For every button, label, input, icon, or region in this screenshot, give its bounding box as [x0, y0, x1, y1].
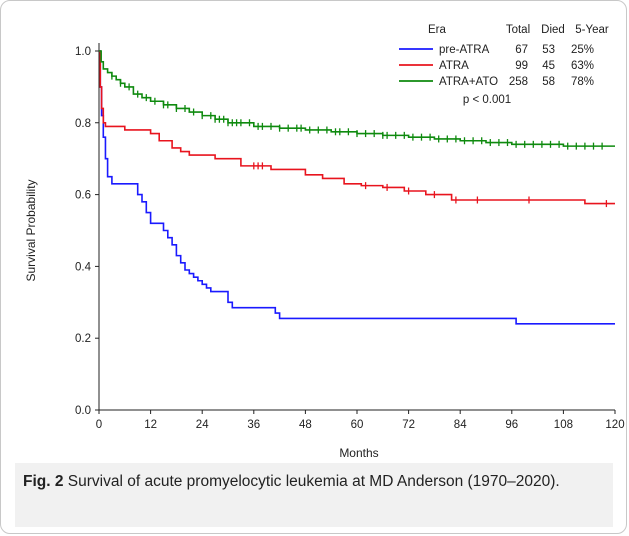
y-tick-label: 0.6 — [75, 190, 91, 202]
y-tick-label: 0.8 — [75, 118, 91, 130]
x-tick-label: 0 — [96, 419, 102, 431]
legend-label: ATRA+ATO — [439, 76, 498, 88]
legend-label: ATRA — [439, 60, 469, 72]
legend-died: 45 — [542, 60, 555, 72]
legend-header-era: Era — [428, 24, 447, 36]
legend-p-value: p < 0.001 — [463, 94, 511, 106]
caption-text: Survival of acute promyelocytic leukemia… — [63, 473, 560, 490]
series-line-pre-ATRA — [99, 50, 615, 325]
legend-label: pre-ATRA — [439, 44, 490, 56]
series-layer — [99, 50, 615, 325]
x-tick-label: 12 — [144, 419, 157, 431]
x-tick-label: 120 — [605, 419, 624, 431]
legend-died: 53 — [542, 44, 555, 56]
legend-header-total: Total — [506, 24, 530, 36]
legend-header-five-year: 5-Year — [575, 24, 609, 36]
legend-five-year: 78% — [571, 76, 594, 88]
axes: 0 12 24 36 48 60 72 84 96 108 120 0.0 0.2 0.4 0.6 0.8 1.… — [24, 43, 625, 460]
x-tick-label: 72 — [402, 419, 415, 431]
caption-label: Fig. 2 — [23, 473, 64, 490]
y-tick-label: 0.4 — [75, 261, 92, 273]
km-chart: 0 12 24 36 48 60 72 84 96 108 120 0.0 0.2 0.4 0.6 0.8 1.… — [24, 24, 625, 460]
x-tick-label: 24 — [196, 419, 209, 431]
legend-total: 67 — [515, 44, 528, 56]
legend-five-year: 63% — [571, 60, 594, 72]
series-line-ATRA — [99, 50, 615, 205]
figure-caption: Fig. 2 Survival of acute promyelocytic l… — [15, 463, 613, 527]
legend-total: 99 — [515, 60, 528, 72]
legend-five-year: 25% — [571, 44, 594, 56]
x-tick-label: 108 — [554, 419, 573, 431]
legend: Era Total Died 5-Year pre-ATRA 67 53 25% ATRA 99 4… — [399, 24, 609, 106]
legend-died: 58 — [542, 76, 555, 88]
x-tick-label: 36 — [247, 419, 260, 431]
y-axis-title: Survival Probability — [24, 179, 38, 281]
y-tick-label: 1.0 — [75, 46, 91, 58]
x-tick-label: 84 — [454, 419, 467, 431]
x-tick-label: 96 — [505, 419, 518, 431]
series-line-ATRA+ATO — [99, 50, 615, 147]
x-axis-title: Months — [339, 446, 378, 460]
y-tick-label: 0.0 — [75, 405, 91, 417]
y-tick-label: 0.2 — [75, 333, 91, 345]
x-tick-label: 48 — [299, 419, 312, 431]
x-tick-label: 60 — [351, 419, 364, 431]
legend-header-died: Died — [541, 24, 565, 36]
legend-total: 258 — [509, 76, 528, 88]
